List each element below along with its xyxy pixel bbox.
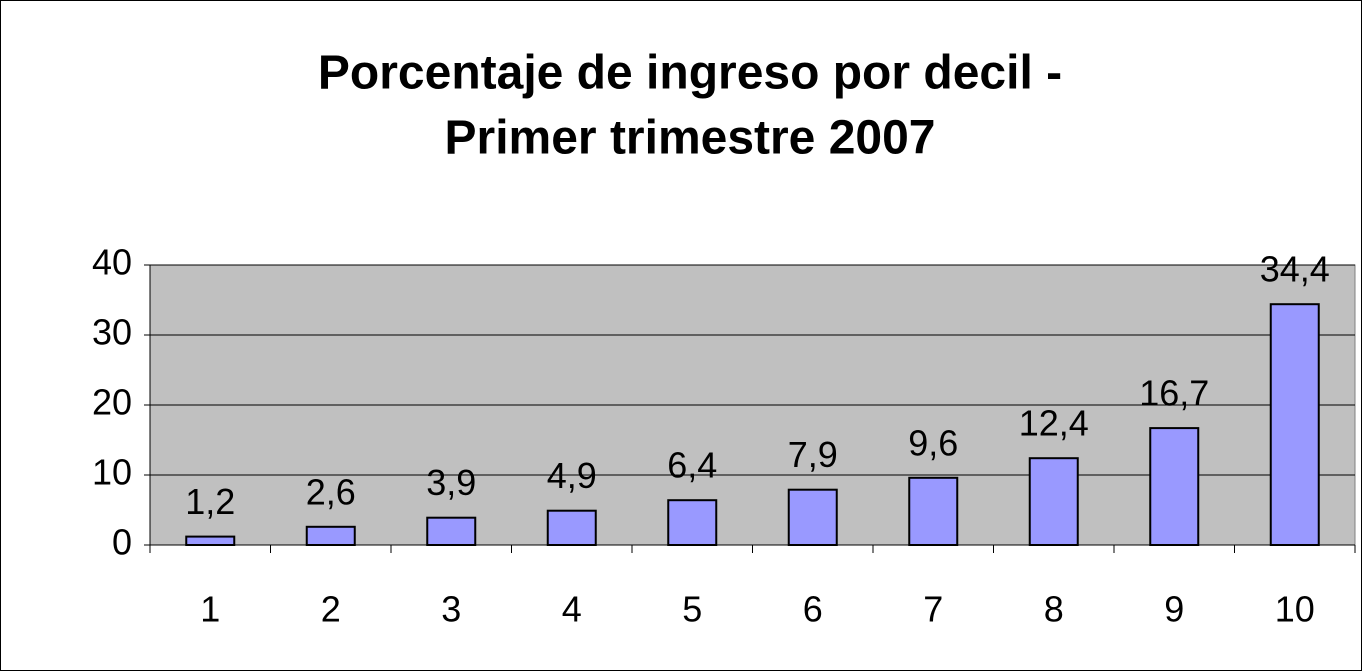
x-tick-label: 1 [200, 589, 220, 630]
y-tick-label: 30 [92, 312, 132, 353]
bar [426, 516, 477, 547]
x-tick-label: 4 [562, 589, 582, 630]
bar [1028, 457, 1079, 547]
value-label: 6,4 [667, 445, 717, 486]
value-label: 16,7 [1139, 373, 1209, 414]
y-tick-label: 40 [92, 242, 132, 283]
value-label: 3,9 [426, 462, 476, 503]
x-tick-label: 2 [321, 589, 341, 630]
x-tick-label: 3 [441, 589, 461, 630]
bar [1149, 427, 1200, 547]
bar [305, 525, 356, 546]
bar [908, 476, 959, 546]
x-tick-label: 10 [1275, 589, 1315, 630]
x-tick-label: 7 [923, 589, 943, 630]
x-tick-label: 5 [682, 589, 702, 630]
bar [787, 488, 838, 547]
bar [667, 499, 718, 547]
value-label: 9,6 [908, 422, 958, 463]
bar [546, 509, 597, 547]
value-label: 2,6 [306, 471, 356, 512]
chart-title: Primer trimestre 2007 [445, 112, 936, 165]
x-tick-label: 8 [1044, 589, 1064, 630]
value-label: 1,2 [185, 481, 235, 522]
y-tick-label: 20 [92, 382, 132, 423]
value-label: 12,4 [1019, 403, 1089, 444]
x-tick-label: 6 [803, 589, 823, 630]
y-tick-label: 10 [92, 452, 132, 493]
value-label: 7,9 [788, 434, 838, 475]
value-label: 4,9 [547, 455, 597, 496]
x-tick-label: 9 [1164, 589, 1184, 630]
chart-title: Porcentaje de ingreso por decil - [318, 47, 1062, 100]
bar [185, 535, 236, 546]
value-label: 34,4 [1260, 249, 1330, 290]
bar [1269, 303, 1320, 547]
y-tick-label: 0 [112, 522, 132, 563]
